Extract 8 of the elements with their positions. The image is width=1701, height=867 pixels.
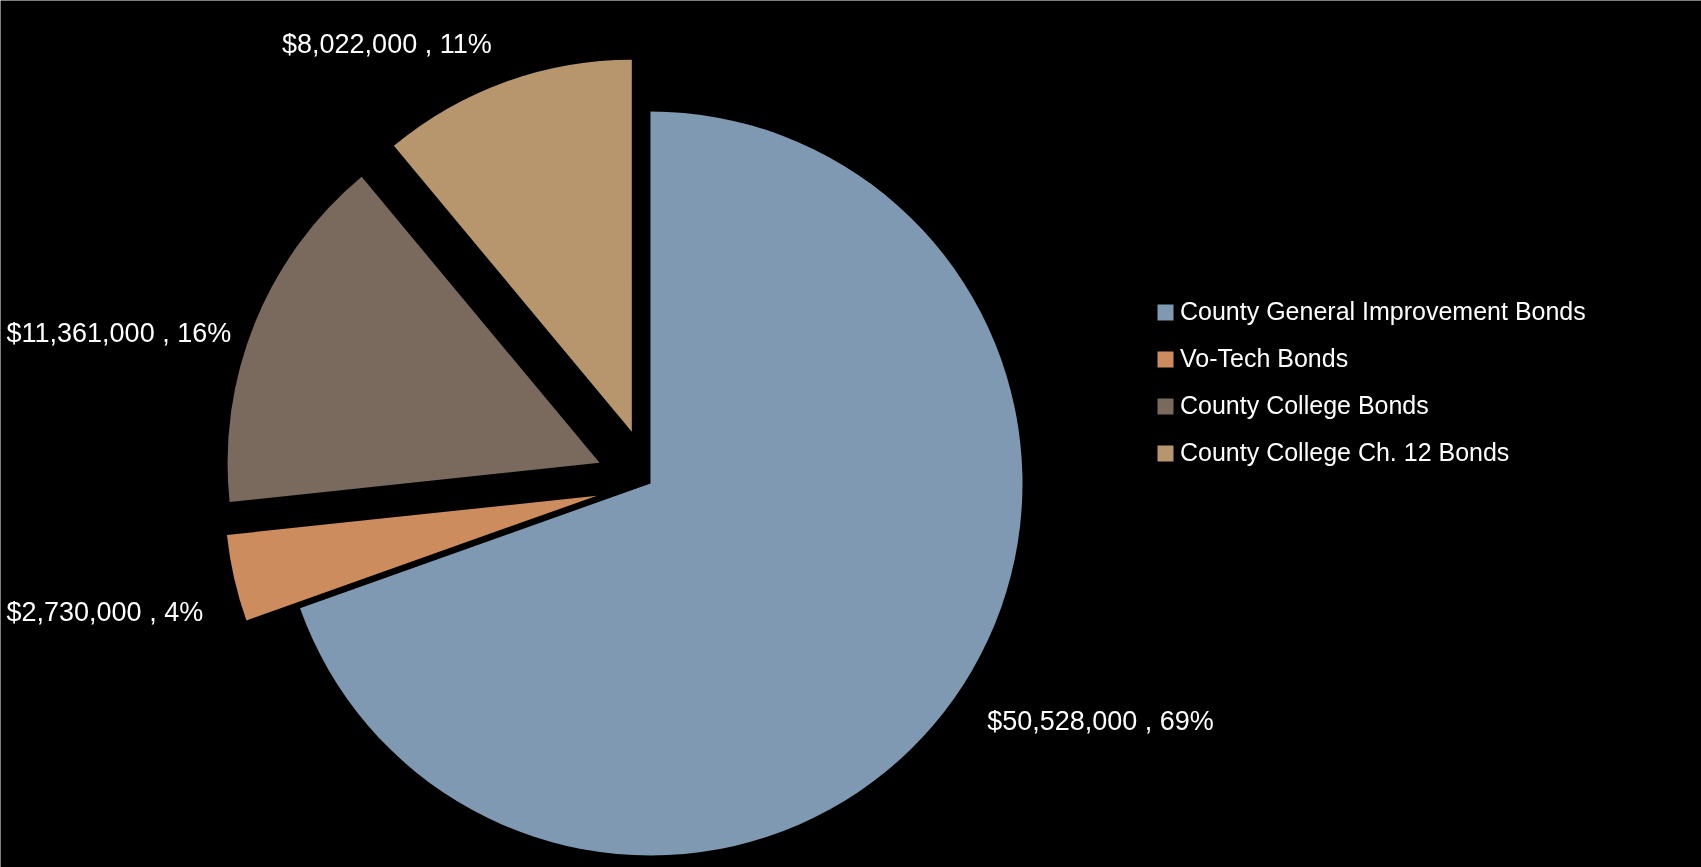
data-label: $8,022,000 , 11% <box>282 29 492 60</box>
data-label: $11,361,000 , 16% <box>6 317 232 348</box>
legend-label: County General Improvement Bonds <box>1180 297 1586 326</box>
legend-label: County College Bonds <box>1180 391 1429 420</box>
data-label: $50,528,000 , 69% <box>987 706 1214 737</box>
data-label: $2,730,000 , 4% <box>6 597 204 628</box>
legend-label: Vo-Tech Bonds <box>1180 344 1349 373</box>
legend-label: County College Ch. 12 Bonds <box>1180 438 1510 467</box>
